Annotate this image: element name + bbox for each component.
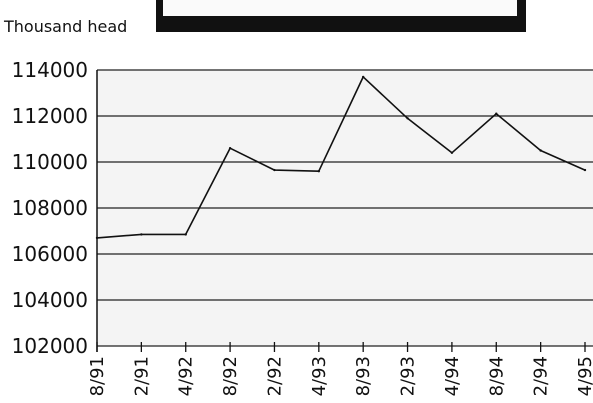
x-tick-label: 2/94	[531, 356, 552, 396]
series-line	[96, 76, 586, 239]
x-tick-label: 8/94	[486, 356, 507, 396]
y-tick-label: 110000	[12, 150, 88, 174]
y-tick-label: 102000	[12, 334, 88, 358]
y-tick-label: 106000	[12, 242, 88, 266]
x-tick-label: 2/92	[264, 356, 285, 396]
x-tick-label: 8/93	[353, 356, 374, 396]
y-axis-unit-label: Thousand head	[3, 17, 127, 36]
x-tick-label: 8/92	[220, 356, 241, 396]
data-point	[95, 236, 99, 240]
data-point	[539, 149, 542, 152]
x-tick-label: 4/93	[309, 356, 330, 396]
gridlines	[96, 69, 593, 352]
data-point	[273, 168, 276, 172]
data-point	[450, 151, 454, 154]
x-tick-label: 2/93	[398, 356, 419, 396]
data-point	[406, 117, 409, 120]
x-axis-ticks: 8/91 2/91 4/92 8/92 2/92 4/93 8/93 2/93 4/94 8/94…	[87, 342, 593, 396]
x-tick-label: 2/91	[131, 356, 152, 396]
x-tick-label: 8/91	[87, 356, 108, 396]
data-point	[361, 75, 365, 79]
data-point	[140, 233, 143, 236]
y-axis-ticks: 102000 104000 106000 108000 110000 112000 1140…	[12, 58, 88, 358]
data-point	[495, 112, 498, 115]
data-point	[184, 233, 187, 236]
title-banner-inner	[163, 0, 517, 16]
y-tick-label: 112000	[12, 104, 88, 128]
data-point	[228, 147, 232, 150]
data-point	[583, 168, 587, 172]
data-point	[317, 170, 321, 173]
series-layer	[95, 75, 587, 240]
x-tick-label: 4/95	[575, 356, 593, 396]
y-tick-label: 114000	[12, 58, 88, 82]
y-tick-label: 108000	[12, 196, 88, 220]
x-tick-label: 4/92	[176, 356, 197, 396]
x-tick-label: 4/94	[442, 356, 463, 396]
y-tick-label: 104000	[12, 288, 88, 312]
